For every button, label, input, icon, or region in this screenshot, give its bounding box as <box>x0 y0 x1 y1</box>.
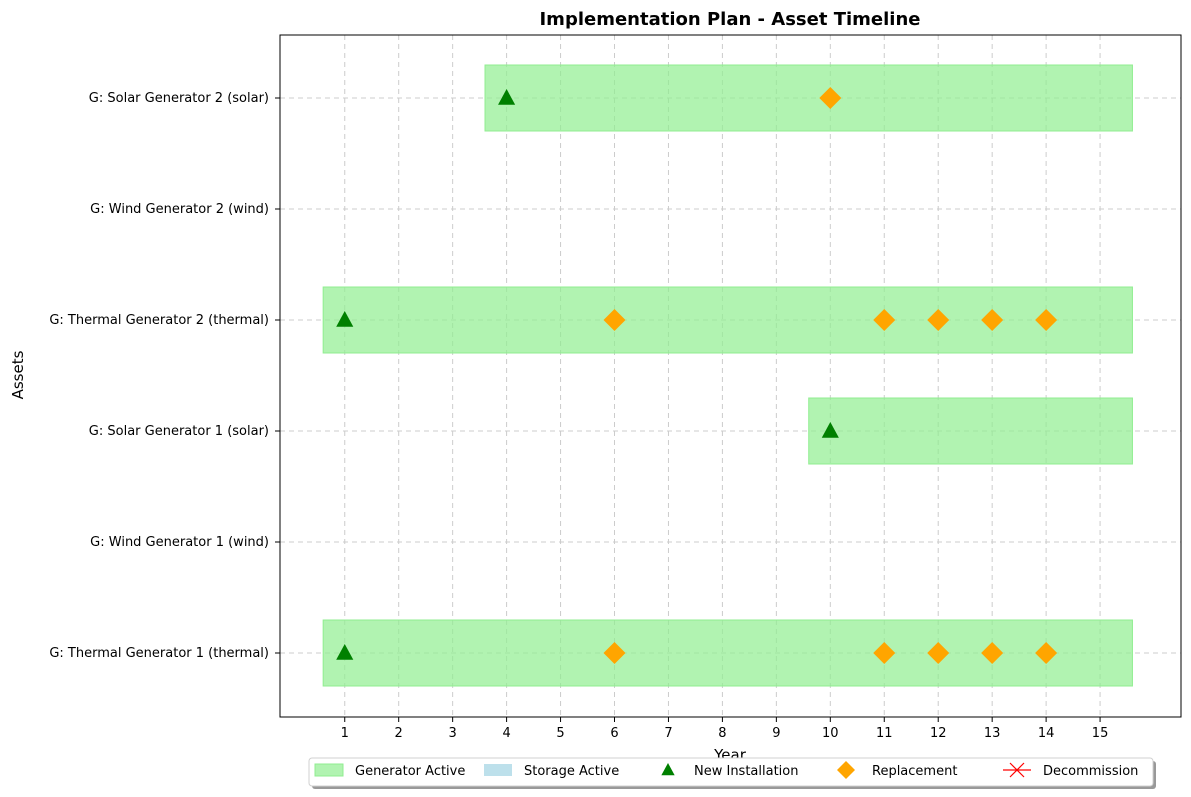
generator-active-bar <box>808 397 1133 465</box>
legend-decommission-marker <box>1009 762 1025 778</box>
installation-marker <box>821 422 839 438</box>
replacement-marker <box>981 642 1004 664</box>
x-tick-label: 12 <box>930 726 947 741</box>
replacement-marker <box>603 309 626 331</box>
y-tick-label: G: Thermal Generator 1 (thermal) <box>49 646 269 661</box>
legend-generator-patch <box>314 763 344 777</box>
axes-frame <box>279 34 1182 718</box>
x-tick-label: 9 <box>772 726 780 741</box>
replacement-marker <box>603 642 626 664</box>
plot-area: G: Thermal Generator 1 (thermal) G: Wind … <box>49 34 1182 741</box>
generator-active-bar <box>322 619 1133 687</box>
replacement-marker <box>1035 309 1058 331</box>
legend-label: Decommission <box>1043 764 1138 779</box>
x-tick-label: 7 <box>664 726 672 741</box>
replacement-marker <box>927 642 950 664</box>
installation-marker <box>336 644 354 660</box>
y-tick-label: G: Solar Generator 2 (solar) <box>89 91 269 106</box>
replacement-marker <box>873 309 896 331</box>
x-tick-label: 6 <box>610 726 618 741</box>
legend-replacement-marker <box>837 761 855 779</box>
x-tick-label: 5 <box>556 726 564 741</box>
replacement-marker <box>819 87 842 109</box>
legend-label: Replacement <box>872 764 957 779</box>
generator-active-bar <box>322 286 1133 354</box>
chart-title: Implementation Plan - Asset Timeline <box>539 9 920 30</box>
replacement-marker <box>981 309 1004 331</box>
x-tick-label: 13 <box>984 726 1001 741</box>
y-tick-label: G: Wind Generator 1 (wind) <box>90 535 269 550</box>
x-tick-label: 10 <box>822 726 839 741</box>
x-tick-label: 11 <box>876 726 893 741</box>
legend-label: Storage Active <box>524 764 619 779</box>
legend-label: Generator Active <box>355 764 465 779</box>
replacement-marker <box>1035 642 1058 664</box>
x-tick-label: 14 <box>1038 726 1055 741</box>
legend: Generator Active Storage Active New Instal… <box>308 757 1156 789</box>
y-tick-label: G: Wind Generator 2 (wind) <box>90 202 269 217</box>
y-tick-label: G: Solar Generator 1 (solar) <box>89 424 269 439</box>
x-tick-label: 4 <box>502 726 510 741</box>
legend-storage-patch <box>484 764 512 776</box>
x-tick-label: 1 <box>341 726 349 741</box>
x-tick-label: 15 <box>1092 726 1109 741</box>
installation-marker <box>498 89 516 105</box>
legend-label: New Installation <box>694 764 799 779</box>
x-tick-label: 3 <box>449 726 457 741</box>
y-tick-label: G: Thermal Generator 2 (thermal) <box>49 313 269 328</box>
installation-marker <box>336 311 354 327</box>
y-axis-label: Assets <box>9 350 27 399</box>
legend-frame <box>308 757 1154 787</box>
replacement-marker <box>927 309 950 331</box>
legend-installation-marker <box>661 763 675 776</box>
replacement-marker <box>873 642 896 664</box>
x-tick-label: 8 <box>718 726 726 741</box>
generator-active-bar <box>484 64 1133 132</box>
x-tick-label: 2 <box>395 726 403 741</box>
